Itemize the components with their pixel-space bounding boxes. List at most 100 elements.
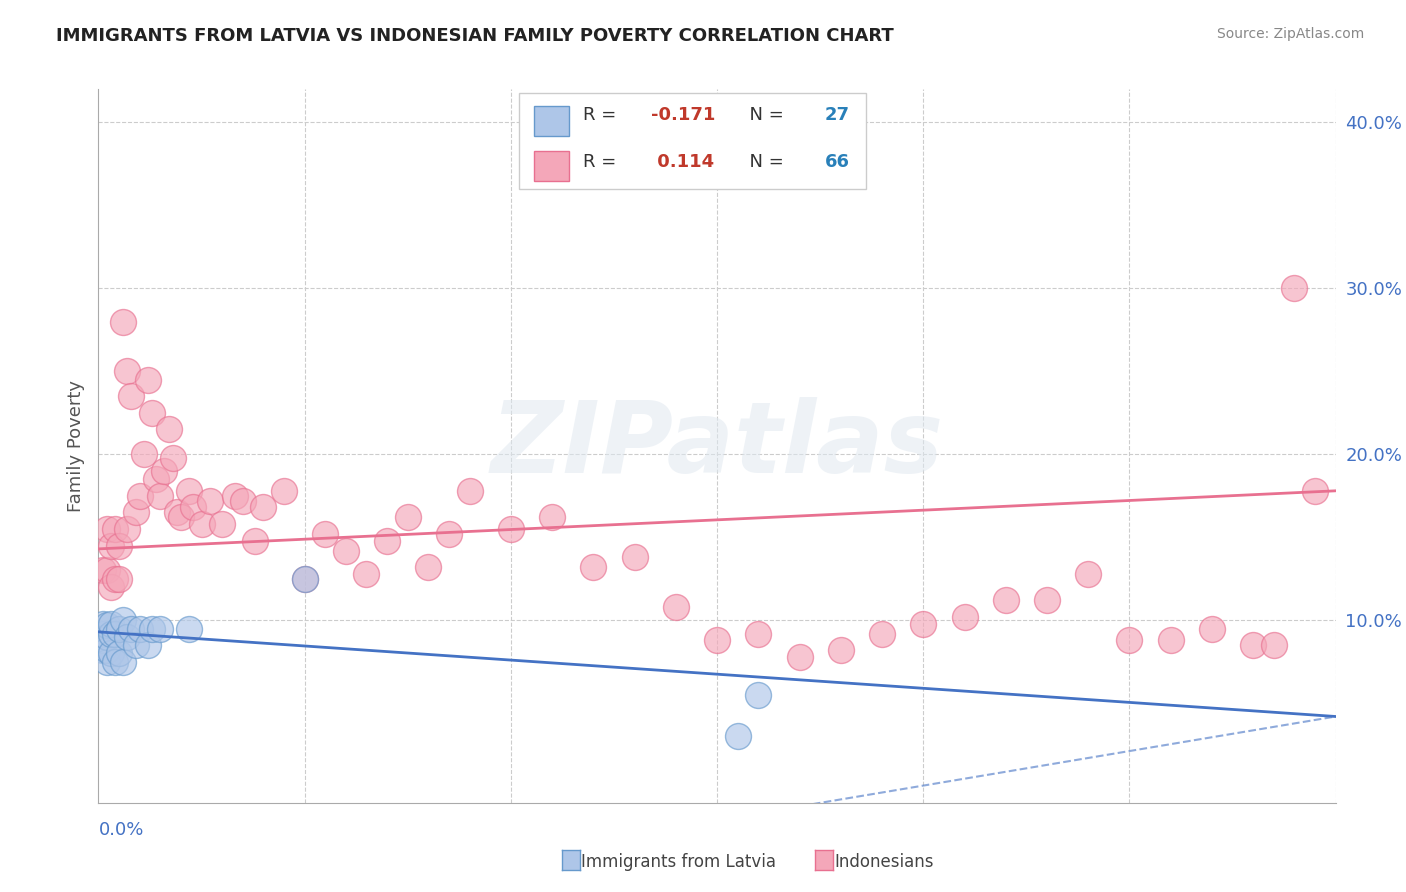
Text: Source: ZipAtlas.com: Source: ZipAtlas.com [1216,27,1364,41]
Point [1201,622,1223,636]
Point [117,630,139,644]
Point [96,655,118,669]
Point [623,550,645,565]
Point [232,493,254,508]
Point [437,527,460,541]
Point [112,613,135,627]
Point [1118,633,1140,648]
Point [100,647,122,661]
Point [356,566,378,581]
Point [145,472,167,486]
Point [273,483,295,498]
Point [96,564,118,578]
Point [789,649,811,664]
Point [418,560,440,574]
Text: Immigrants from Latvia: Immigrants from Latvia [582,853,776,871]
Text: ZIPatlas: ZIPatlas [491,398,943,494]
Point [830,643,852,657]
Point [224,489,246,503]
Point [136,373,159,387]
Point [181,500,204,515]
Point [375,533,398,548]
Point [108,539,131,553]
Text: 66: 66 [825,153,849,171]
FancyBboxPatch shape [519,93,866,189]
Text: -0.171: -0.171 [651,106,716,124]
Point [91,626,114,640]
Text: 0.114: 0.114 [651,153,714,171]
Point [870,626,893,640]
Bar [534,106,568,136]
Point [1303,483,1326,498]
Point [117,364,139,378]
Point [149,489,172,503]
Text: R =: R = [583,106,623,124]
Point [141,406,163,420]
Point [396,510,419,524]
Bar [534,152,568,181]
Text: Indonesians: Indonesians [835,853,934,871]
Point [499,522,522,536]
Point [243,533,266,548]
Point [120,389,142,403]
Point [153,464,176,478]
Point [162,450,184,465]
Point [108,647,131,661]
Point [91,616,114,631]
Point [128,489,150,503]
Point [294,572,316,586]
Point [96,630,118,644]
Point [747,688,769,702]
Point [157,422,180,436]
Point [104,572,127,586]
Point [141,622,163,636]
Point [170,510,193,524]
Point [124,638,146,652]
Point [104,522,127,536]
Point [747,626,769,640]
Point [1077,566,1099,581]
Point [96,643,118,657]
Point [335,543,357,558]
Point [706,633,728,648]
Point [112,314,135,328]
Point [179,483,201,498]
Point [1160,633,1182,648]
Point [100,539,122,553]
Text: 27: 27 [825,106,849,124]
Point [104,655,127,669]
Text: N =: N = [738,106,790,124]
Point [91,643,114,657]
Point [117,522,139,536]
Point [100,580,122,594]
Point [124,505,146,519]
Point [132,447,155,461]
Text: 0.0%: 0.0% [98,821,143,838]
Point [994,593,1017,607]
Point [314,527,336,541]
Point [1241,638,1264,652]
Text: R =: R = [583,153,623,171]
Point [1263,638,1285,652]
Point [252,500,274,515]
Point [198,493,221,508]
Point [294,572,316,586]
Point [100,626,122,640]
Point [179,622,201,636]
Point [108,622,131,636]
Point [100,616,122,631]
Point [912,616,935,631]
Point [96,522,118,536]
Point [665,599,688,614]
Text: IMMIGRANTS FROM LATVIA VS INDONESIAN FAMILY POVERTY CORRELATION CHART: IMMIGRANTS FROM LATVIA VS INDONESIAN FAM… [56,27,894,45]
Y-axis label: Family Poverty: Family Poverty [66,380,84,512]
Point [727,730,749,744]
Point [149,622,172,636]
Point [91,633,114,648]
Point [953,610,976,624]
Point [541,510,564,524]
Point [166,505,188,519]
Point [582,560,605,574]
Point [458,483,481,498]
Point [91,564,114,578]
